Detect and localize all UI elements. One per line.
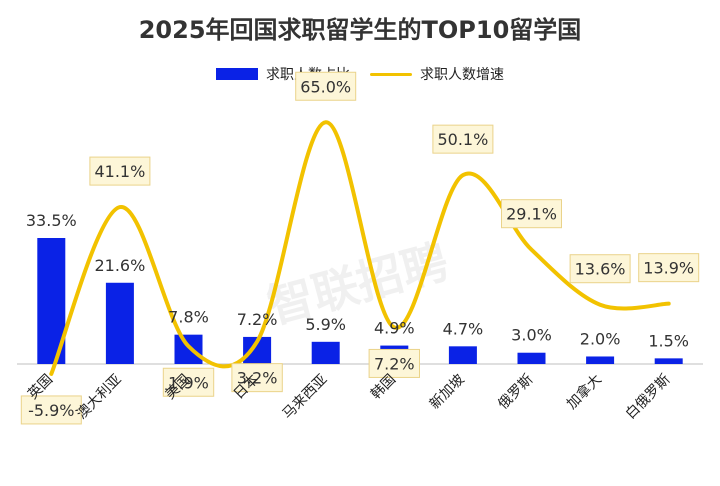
- legend-item-line: 求职人数增速: [370, 64, 504, 84]
- line-labels-layer: -5.9% 41.1% 1.9% 3.2% 65.0% 7.2% 50.1% 29.1% 13.…: [20, 71, 700, 425]
- bar-9: [654, 358, 683, 364]
- bar-label-8: 2.0%: [580, 329, 621, 348]
- line-label-4: 65.0%: [295, 71, 357, 101]
- x-tick-label-8: 加拿大: [563, 371, 605, 413]
- line-label-box-7: [501, 199, 562, 229]
- line-label-box-9: [638, 253, 700, 283]
- bar-label-5: 4.9%: [374, 319, 415, 338]
- line-label-7: 29.1%: [501, 199, 562, 229]
- line-label-text-1: 41.1%: [94, 162, 145, 181]
- bar-label-7: 3.0%: [511, 326, 552, 345]
- line-label-box-1: [89, 156, 151, 186]
- bar-label-0: 33.5%: [26, 211, 77, 230]
- line-label-text-9: 13.9%: [643, 259, 694, 278]
- x-tick-label-9: 白俄罗斯: [623, 372, 674, 423]
- line-label-2: 1.9%: [162, 367, 215, 397]
- bar-2: [174, 334, 203, 364]
- line-label-box-4: [295, 71, 357, 101]
- growth-line: [49, 120, 671, 376]
- bar-label-9: 1.5%: [648, 331, 689, 350]
- x-tick-label-4: 马来西亚: [280, 372, 331, 423]
- line-label-box-3: [231, 363, 283, 393]
- bar-4: [311, 341, 340, 364]
- bar-label-2: 7.8%: [168, 308, 209, 327]
- line-label-0: -5.9%: [20, 395, 82, 425]
- bar-7: [517, 352, 546, 364]
- line-label-text-5: 7.2%: [374, 354, 415, 373]
- line-label-6: 50.1%: [432, 124, 494, 154]
- line-label-box-2: [162, 367, 215, 397]
- line-label-text-8: 13.6%: [575, 260, 626, 279]
- line-label-8: 13.6%: [569, 254, 631, 284]
- bar-label-1: 21.6%: [94, 256, 145, 275]
- x-tick-labels: 英国 澳大利亚 美国 日本 马来西亚 韩国 新加坡 俄罗斯 加拿大 白俄罗斯: [24, 371, 673, 423]
- line-label-text-7: 29.1%: [506, 205, 557, 224]
- bar-label-6: 4.7%: [443, 319, 484, 338]
- line-label-text-6: 50.1%: [437, 130, 488, 149]
- x-tick-label-6: 新加坡: [427, 372, 468, 413]
- line-label-3: 3.2%: [231, 363, 283, 393]
- bar-1: [105, 282, 134, 364]
- line-label-text-3: 3.2%: [237, 369, 278, 388]
- line-label-box-0: [20, 395, 82, 425]
- line-label-box-5: [368, 348, 421, 378]
- bar-labels-layer: 33.5% 21.6% 7.8% 7.2% 5.9% 4.9% 4.7% 3.0% 2.0% 1.…: [26, 211, 689, 350]
- line-label-box-6: [432, 124, 494, 154]
- line-label-text-2: 1.9%: [168, 373, 209, 392]
- chart-title: 2025年回国求职留学生的TOP10留学国: [138, 16, 582, 44]
- line-label-9: 13.9%: [638, 253, 700, 283]
- line-label-text-4: 65.0%: [300, 77, 351, 96]
- watermark-text: 智联招聘: [262, 234, 454, 334]
- bar-label-4: 5.9%: [305, 315, 346, 334]
- bar-6: [448, 346, 477, 364]
- legend-line-label: 求职人数增速: [420, 67, 504, 83]
- bar-label-3: 7.2%: [237, 310, 278, 329]
- legend-bar-swatch: [216, 68, 258, 80]
- x-tick-label-7: 俄罗斯: [495, 372, 536, 413]
- line-label-text-0: -5.9%: [28, 401, 74, 420]
- line-label-1: 41.1%: [89, 156, 151, 186]
- line-label-box-8: [569, 254, 631, 284]
- legend-line-swatch: [370, 72, 412, 76]
- bar-8: [586, 356, 615, 364]
- line-label-5: 7.2%: [368, 348, 421, 378]
